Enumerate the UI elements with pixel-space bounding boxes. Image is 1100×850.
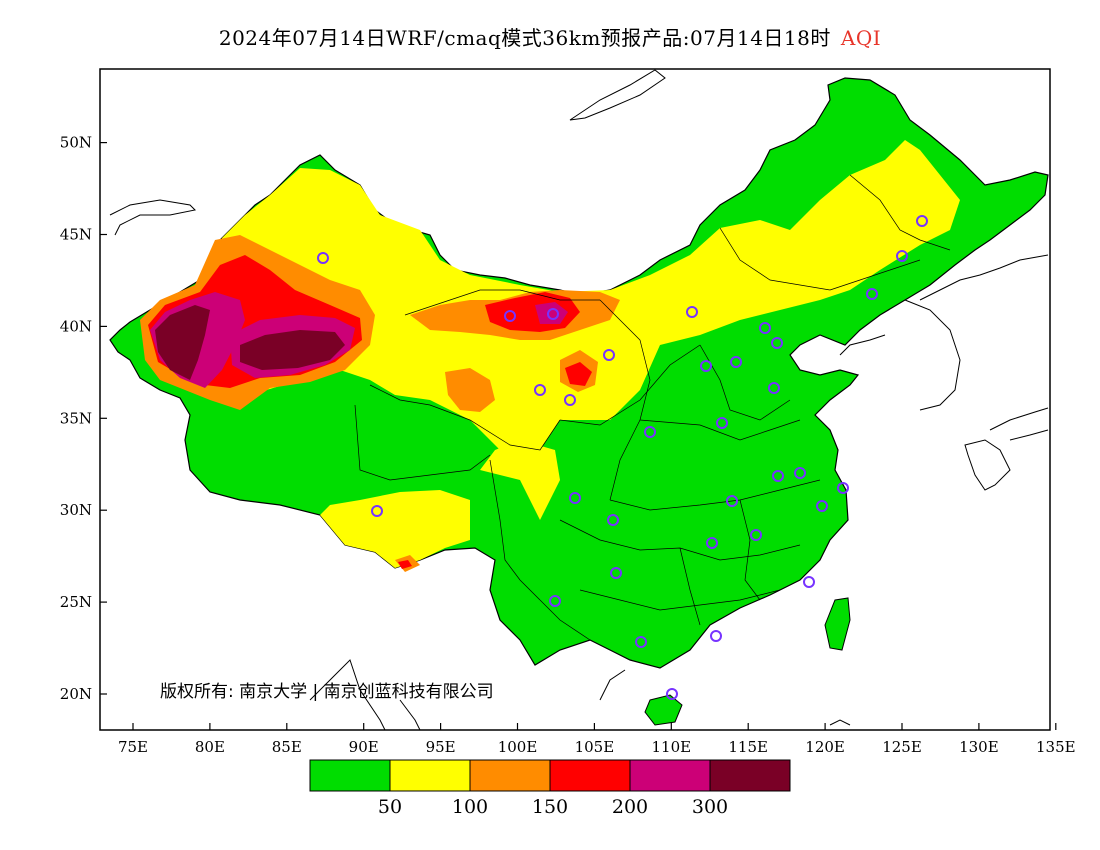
x-tick-label: 120E — [805, 738, 845, 756]
x-tick-label: 130E — [959, 738, 999, 756]
x-tick-label: 95E — [426, 738, 456, 756]
legend-label: 150 — [532, 796, 568, 818]
x-tick-label: 90E — [349, 738, 379, 756]
y-tick-label: 30N — [60, 501, 92, 519]
legend-label: 300 — [692, 796, 728, 818]
legend-label: 50 — [378, 796, 402, 818]
x-tick-label: 100E — [498, 738, 538, 756]
aqi-legend: 50 100 150 200 300 — [310, 760, 790, 818]
x-tick-label: 110E — [652, 738, 692, 756]
y-tick-label: 20N — [60, 685, 92, 703]
x-tick-label: 115E — [728, 738, 768, 756]
y-tick-label: 25N — [60, 593, 92, 611]
legend-label: 200 — [612, 796, 648, 818]
legend-swatch — [390, 760, 470, 791]
legend-label: 100 — [452, 796, 488, 818]
y-tick-label: 40N — [60, 317, 92, 335]
y-tick-label: 35N — [60, 409, 92, 427]
y-tick-label: 50N — [60, 134, 92, 152]
copyright-notice: 版权所有: 南京大学 | 南京创蓝科技有限公司 — [160, 682, 494, 702]
y-tick-label: 45N — [60, 226, 92, 244]
legend-swatch — [550, 760, 630, 791]
x-tick-label: 75E — [118, 738, 148, 756]
x-tick-label: 85E — [272, 738, 302, 756]
legend-swatch — [310, 760, 390, 791]
x-tick-label: 125E — [882, 738, 922, 756]
legend-swatch — [470, 760, 550, 791]
x-tick-label: 105E — [575, 738, 615, 756]
x-tick-label: 80E — [195, 738, 225, 756]
legend-swatch — [710, 760, 790, 791]
x-tick-label: 135E — [1036, 738, 1076, 756]
legend-swatch — [630, 760, 710, 791]
